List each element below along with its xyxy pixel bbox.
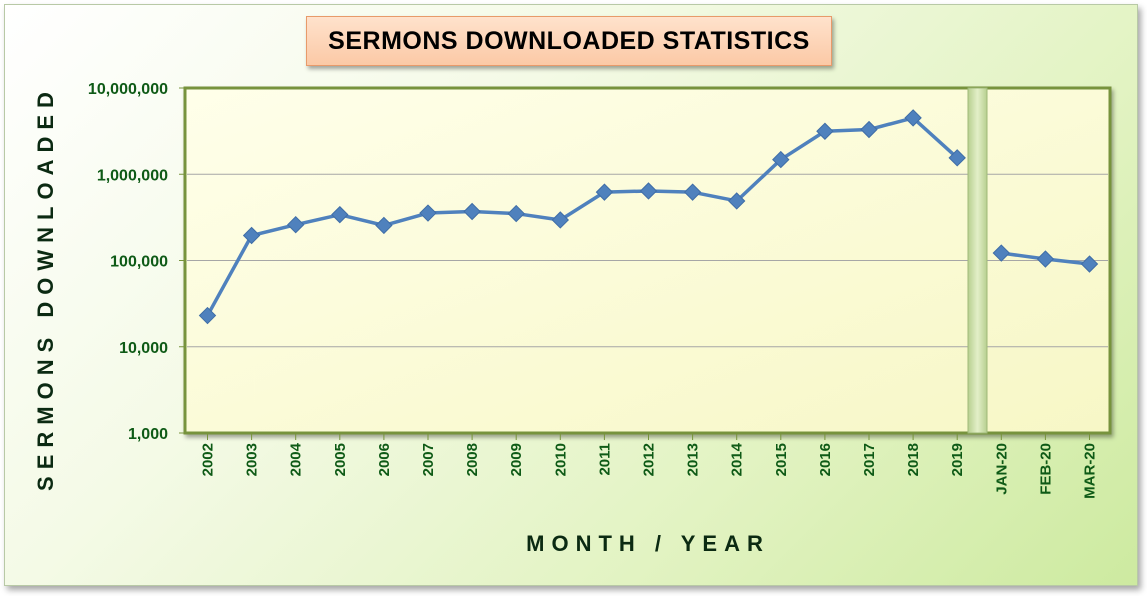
data-point-2011 (595, 183, 614, 201)
x-tick-label: 2012 (641, 443, 658, 476)
x-tick-label: 2014 (729, 442, 746, 476)
y-axis-title: SERMONS DOWNLOADED (33, 85, 58, 491)
data-point-2008 (463, 202, 481, 221)
data-point-2018 (904, 109, 922, 127)
y-tick-label: 1,000 (128, 426, 168, 443)
data-series (198, 109, 1099, 325)
data-point-2002 (198, 306, 217, 325)
x-axis-title: MONTH / YEAR (526, 531, 770, 556)
x-tick-label: FEB-20 (1037, 443, 1054, 495)
y-tick-label: 1,000,000 (97, 167, 168, 184)
x-tick-label: 2018 (905, 443, 922, 476)
x-tick-label: 2013 (685, 443, 702, 476)
x-tick-labels: 2002 2003 2004 2005 2006 2007 2008 2009 2010 2011… (200, 442, 1099, 498)
x-tick-label: 2017 (861, 443, 878, 476)
x-tick-label: 2019 (949, 443, 966, 476)
data-point-2004 (286, 216, 305, 234)
data-point-2017 (860, 120, 878, 139)
segment-divider (967, 87, 988, 434)
x-tick-label: 2006 (376, 443, 393, 476)
x-tick-label: 2011 (596, 443, 613, 476)
x-tick-label: JAN-20 (993, 443, 1010, 495)
data-point-jan-20 (992, 244, 1011, 262)
y-tick-label: 100,000 (110, 254, 168, 271)
data-point-2014 (727, 192, 746, 210)
x-tick-label: 2002 (200, 443, 217, 476)
data-point-2007 (419, 204, 437, 222)
data-point-2012 (639, 182, 658, 200)
y-tick-label: 10,000,000 (88, 81, 168, 98)
data-point-2013 (683, 183, 702, 201)
x-tick-label: MAR-20 (1082, 443, 1099, 499)
x-tick-label: 2015 (773, 443, 790, 476)
grid-lines (179, 87, 1108, 440)
data-point-feb-20 (1036, 250, 1055, 268)
data-point-2010 (551, 211, 570, 229)
x-tick-label: 2010 (552, 443, 569, 476)
data-point-2005 (331, 205, 349, 224)
data-point-mar-20 (1080, 255, 1099, 273)
y-tick-labels: 10,000,000 1,000,000 100,000 10,000 1,000 (88, 81, 168, 443)
x-tick-label: 2009 (508, 443, 525, 476)
data-point-2015 (772, 150, 790, 169)
data-point-2003 (242, 226, 261, 245)
data-point-2019 (948, 149, 966, 167)
chart-title: SERMONS DOWNLOADED STATISTICS (328, 26, 810, 55)
chart-title-box: SERMONS DOWNLOADED STATISTICS (306, 16, 832, 66)
x-tick-label: 2008 (464, 443, 481, 476)
data-point-2009 (507, 204, 525, 223)
data-point-2006 (375, 216, 393, 235)
x-tick-label: 2004 (288, 442, 305, 476)
x-tick-label: 2007 (420, 443, 437, 476)
x-tick-label: 2016 (817, 443, 834, 476)
x-tick-label: 2005 (332, 443, 349, 476)
y-tick-label: 10,000 (119, 340, 168, 357)
x-tick-label: 2003 (244, 443, 261, 476)
data-point-2016 (816, 122, 834, 140)
